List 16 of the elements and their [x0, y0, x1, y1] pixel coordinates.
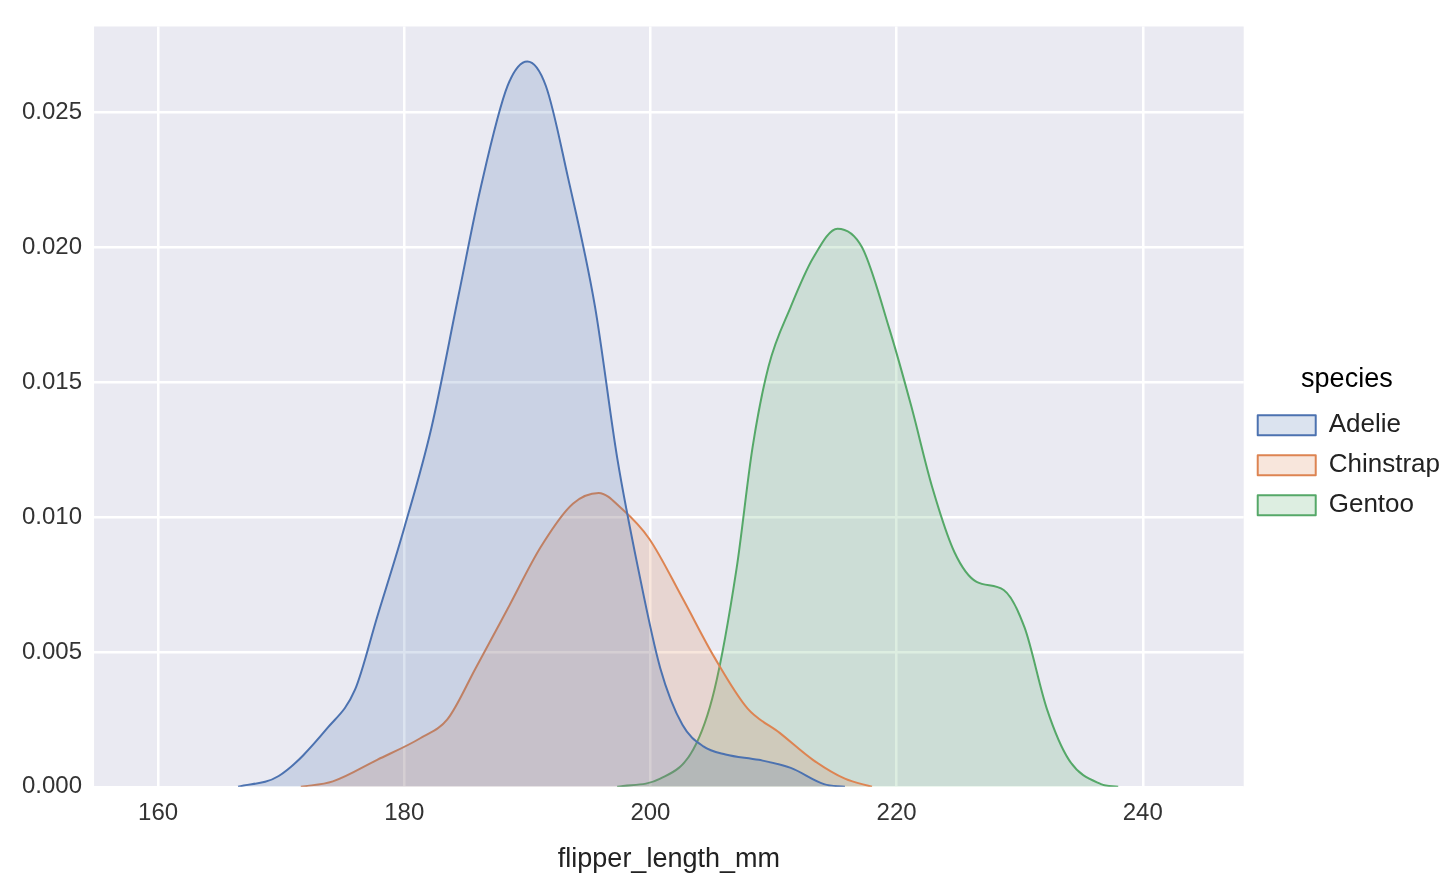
x-tick-label: 240 [1122, 797, 1163, 825]
legend-title: species [1301, 362, 1393, 393]
x-axis-title: flipper_length_mm [557, 843, 780, 874]
y-tick-label: 0.020 [22, 232, 83, 260]
legend-label: Chinstrap [1328, 448, 1441, 479]
y-tick-label: 0.005 [22, 636, 83, 664]
y-tick-label: 0.000 [22, 771, 83, 799]
legend-label: Adelie [1328, 408, 1402, 439]
x-tick-label: 180 [384, 797, 425, 825]
y-tick-label: 0.010 [22, 501, 83, 529]
x-tick-label: 200 [630, 797, 671, 825]
x-tick-label: 220 [876, 797, 917, 825]
legend-label: Gentoo [1328, 488, 1415, 519]
x-tick-label: 160 [138, 797, 179, 825]
y-tick-label: 0.015 [22, 366, 83, 394]
y-tick-label: 0.025 [22, 97, 83, 125]
